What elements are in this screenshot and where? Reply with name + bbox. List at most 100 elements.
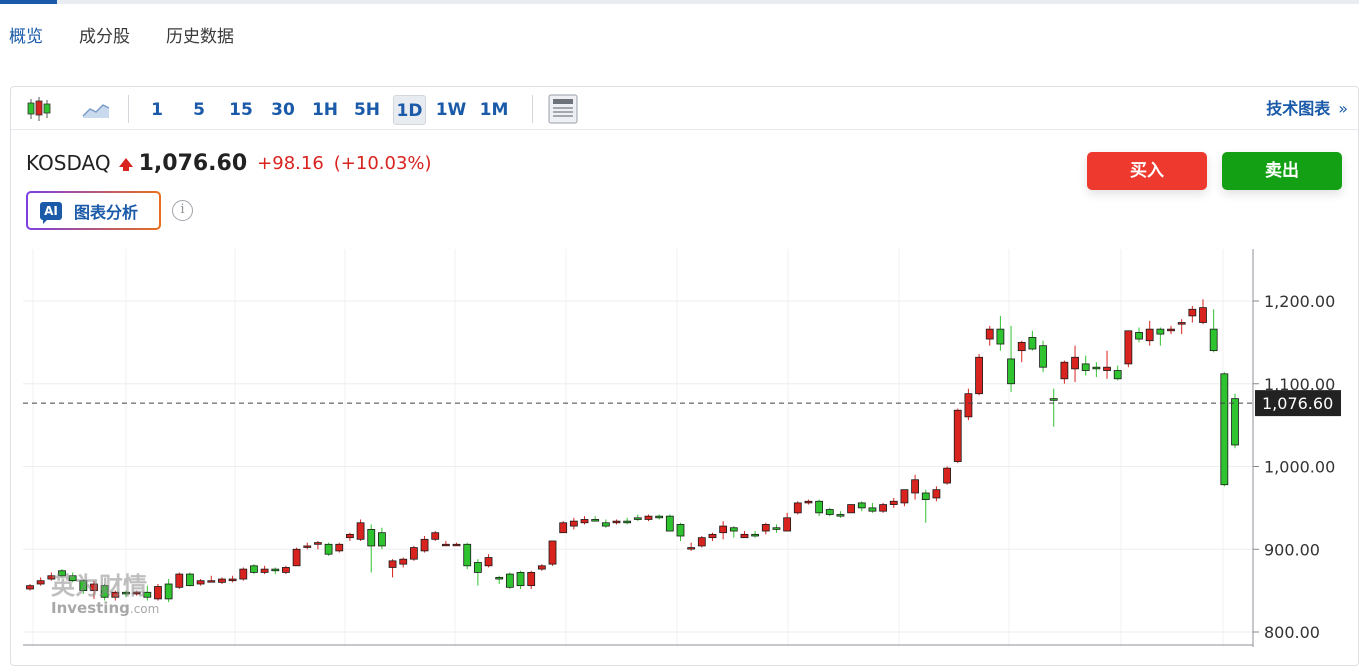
candle <box>708 533 717 539</box>
timeframe-1h[interactable]: 1H <box>311 100 339 120</box>
candle <box>239 568 248 580</box>
candle <box>132 591 141 595</box>
investing-watermark: 英为财情 Investing.com <box>51 572 159 617</box>
ai-icon: AI <box>40 201 62 224</box>
candle <box>260 568 269 573</box>
candle <box>559 522 568 534</box>
candle <box>68 575 77 582</box>
indicators-icon[interactable] <box>548 94 578 124</box>
last-price-tag <box>1255 390 1341 417</box>
candle <box>186 573 194 587</box>
active-tab-indicator <box>0 0 57 4</box>
candle <box>697 537 706 547</box>
y-axis-tick-label: 1,200.00 <box>1264 292 1335 311</box>
candle <box>356 522 365 540</box>
candle <box>1039 345 1047 368</box>
candle <box>1209 328 1218 352</box>
candle <box>1145 328 1154 342</box>
timeframe-5h[interactable]: 5H <box>353 100 381 120</box>
info-icon[interactable]: i <box>172 200 193 221</box>
candle <box>314 542 322 545</box>
y-axis-tick-label: 1,100.00 <box>1264 375 1335 394</box>
candle <box>985 328 994 340</box>
candle <box>537 565 546 570</box>
candle <box>441 543 450 547</box>
candle <box>250 565 258 573</box>
watermark-cn: 英为财情 <box>51 572 147 600</box>
candle <box>409 547 418 560</box>
candle <box>836 514 845 517</box>
candle <box>164 583 173 600</box>
candle <box>431 532 440 540</box>
sell-button[interactable]: 卖出 <box>1222 152 1342 190</box>
candle <box>303 545 312 548</box>
candle <box>143 591 152 598</box>
top-strip <box>0 0 1359 4</box>
candle <box>58 570 66 577</box>
timeframe-1w[interactable]: 1W <box>435 100 467 120</box>
price-change: +98.16 <box>257 152 324 174</box>
candle <box>473 562 482 573</box>
candle <box>825 509 834 515</box>
timeframe-1m[interactable]: 1 <box>151 100 163 120</box>
timeframe-1mo[interactable]: 1M <box>479 100 509 120</box>
candle <box>228 578 237 582</box>
timeframe-1d[interactable]: 1D <box>393 95 426 125</box>
candle <box>1167 328 1175 332</box>
y-axis-tick-label: 800.00 <box>1264 623 1320 642</box>
candle <box>79 580 88 592</box>
candle <box>996 328 1005 345</box>
arrow-up-icon <box>118 157 133 171</box>
toolbar-separator <box>532 95 533 123</box>
timeframe-30m[interactable]: 30 <box>271 100 295 120</box>
timeframe-5m[interactable]: 5 <box>193 100 205 120</box>
tab-historical-data[interactable]: 历史数据 <box>166 27 234 47</box>
candle <box>847 504 856 514</box>
candle <box>932 489 941 499</box>
chart-toolbar: 1 5 15 30 1H 5H 1D 1W 1M 技术图表 » <box>11 87 1358 130</box>
ai-chart-analysis-button[interactable]: AI 图表分析 <box>26 191 161 230</box>
tab-overview[interactable]: 概览 <box>9 27 43 47</box>
candlestick-chart[interactable]: 1,200.00 1,100.00 1,000.00 900.00 800.00 1,07… <box>11 87 1358 652</box>
candle <box>346 533 354 539</box>
candle <box>687 547 696 550</box>
technical-chart-link[interactable]: 技术图表 » <box>1266 95 1348 123</box>
candle <box>751 533 760 537</box>
candle <box>729 527 738 532</box>
tab-components[interactable]: 成分股 <box>79 27 130 47</box>
area-chart-icon[interactable] <box>81 94 111 124</box>
candle <box>676 524 685 537</box>
candle <box>1135 332 1143 340</box>
candle <box>740 533 749 539</box>
ai-chart-analysis-label: 图表分析 <box>74 202 139 222</box>
candle <box>196 580 205 585</box>
candle <box>964 393 973 418</box>
quote-header: KOSDAQ 1,076.60 +98.16 (+10.03%) <box>26 149 432 177</box>
candle <box>292 548 301 567</box>
candle <box>122 591 130 595</box>
candle <box>527 572 536 587</box>
candle <box>1103 366 1111 371</box>
candle <box>100 585 109 598</box>
candle <box>1060 361 1069 380</box>
candle <box>218 578 226 583</box>
timeframe-15m[interactable]: 15 <box>229 100 253 120</box>
candle <box>612 520 621 524</box>
candlestick-icon[interactable] <box>24 94 54 124</box>
y-axis-tick-label: 1,000.00 <box>1264 458 1335 477</box>
buy-button[interactable]: 买入 <box>1087 152 1207 190</box>
candle <box>1007 358 1015 385</box>
candle <box>601 522 610 527</box>
watermark-en: Investing.com <box>51 599 159 617</box>
candle <box>1231 398 1239 446</box>
candle <box>783 517 792 532</box>
candle <box>282 567 290 573</box>
candle <box>953 409 962 462</box>
candle <box>1156 328 1165 335</box>
candle <box>1199 307 1207 323</box>
symbol-name: KOSDAQ <box>26 151 111 175</box>
candle <box>367 528 376 547</box>
candle <box>90 583 98 592</box>
chart-panel: 1 5 15 30 1H 5H 1D 1W 1M 技术图表 » KOSDAQ 1,… <box>10 86 1359 666</box>
candle <box>1081 363 1090 371</box>
